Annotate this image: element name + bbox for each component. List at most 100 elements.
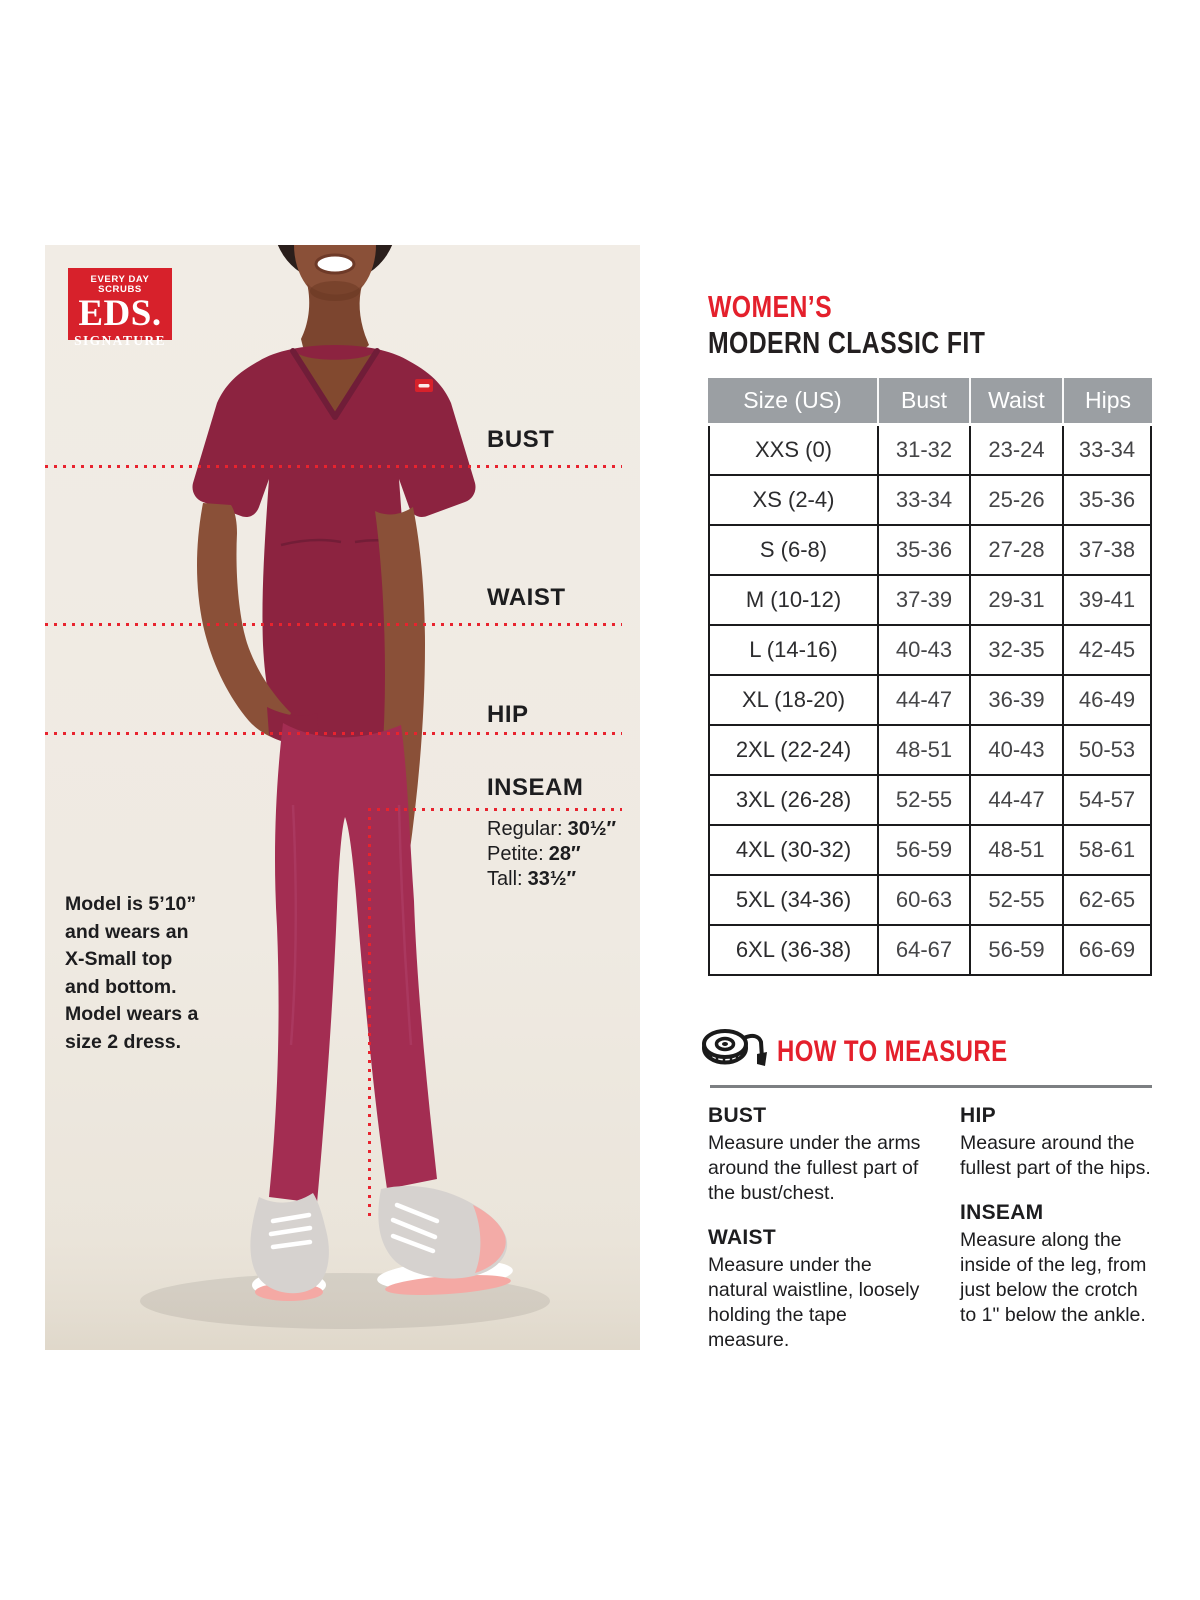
inseam-tall-label: Tall: — [487, 868, 523, 890]
cell: 27-28 — [969, 526, 1062, 574]
table-row: 4XL (30-32) 56-59 48-51 58-61 — [710, 826, 1150, 876]
sneakers — [250, 1185, 513, 1301]
size-table: Size (US) Bust Waist Hips XXS (0) 31-32 23… — [708, 378, 1152, 976]
section-divider — [710, 1085, 1152, 1088]
cell: 42-45 — [1062, 626, 1150, 674]
table-row: 6XL (36-38) 64-67 56-59 66-69 — [710, 926, 1150, 976]
cell: 33-34 — [877, 476, 969, 524]
cell: 56-59 — [969, 926, 1062, 974]
inseam-label: INSEAM — [487, 774, 584, 801]
cell: 52-55 — [969, 876, 1062, 924]
cell: 44-47 — [877, 676, 969, 724]
model-head — [277, 245, 393, 356]
cell: 52-55 — [877, 776, 969, 824]
inseam-regular-label: Regular: — [487, 818, 563, 840]
table-row: 3XL (26-28) 52-55 44-47 54-57 — [710, 776, 1150, 826]
model-illustration — [45, 245, 640, 1350]
cell: 35-36 — [1062, 476, 1150, 524]
model-smile — [314, 253, 356, 275]
inseam-tall-value: 33½″ — [527, 868, 577, 890]
hip-guide-line — [45, 732, 622, 735]
cell: 35-36 — [877, 526, 969, 574]
table-row: XS (2-4) 33-34 25-26 35-36 — [710, 476, 1150, 526]
inseam-regular: Regular: 30½″ — [487, 817, 616, 842]
inseam-guide-line — [368, 808, 622, 811]
cell: 3XL (26-28) — [735, 787, 852, 812]
scrub-pants — [269, 723, 437, 1203]
model-note: Model is 5’10” and wears an X-Small top … — [65, 893, 199, 1053]
inseam-vertical-guide-line — [368, 808, 371, 1216]
cell: 5XL (34-36) — [735, 887, 852, 912]
bust-guide-line — [45, 465, 622, 468]
table-row: XXS (0) 31-32 23-24 33-34 — [710, 426, 1150, 476]
chest-skin — [297, 353, 373, 415]
hip-label: HIP — [487, 701, 529, 728]
how-to-measure-title: HOW TO MEASURE — [777, 1035, 1008, 1068]
waist-guide-line — [45, 623, 622, 626]
measure-body: Measure along the inside of the leg, fro… — [960, 1229, 1147, 1326]
logo-signature: SIGNATURE — [74, 333, 166, 348]
logo-eds: EDS. — [78, 293, 162, 334]
cell: 29-31 — [969, 576, 1062, 624]
measure-section-inseam: INSEAM Measure along the inside of the l… — [960, 1201, 1156, 1328]
cell: 36-39 — [969, 676, 1062, 724]
model-neck — [301, 283, 369, 356]
cell: 6XL (36-38) — [735, 937, 852, 962]
cell: 58-61 — [1062, 826, 1150, 874]
cell: 37-38 — [1062, 526, 1150, 574]
measure-body: Measure under the arms around the fulles… — [708, 1132, 921, 1204]
measure-section-bust: BUST Measure under the arms around the f… — [708, 1104, 926, 1206]
cell: XS (2-4) — [752, 487, 835, 512]
measure-heading: BUST — [708, 1104, 767, 1127]
cell: XXS (0) — [754, 437, 833, 462]
header-size: Size (US) — [743, 387, 842, 413]
inseam-petite-label: Petite: — [487, 843, 544, 865]
measure-column-left: BUST Measure under the arms around the f… — [708, 1104, 926, 1373]
cell: 37-39 — [877, 576, 969, 624]
v-neck-trim — [290, 348, 380, 420]
cell: 31-32 — [877, 426, 969, 474]
cell: 44-47 — [969, 776, 1062, 824]
table-row: XL (18-20) 44-47 36-39 46-49 — [710, 676, 1150, 726]
measure-body: Measure under the natural waistline, loo… — [708, 1254, 920, 1351]
table-row: 5XL (34-36) 60-63 52-55 62-65 — [710, 876, 1150, 926]
logo-tagline: EVERY DAY SCRUBS — [90, 274, 150, 295]
cell: 23-24 — [969, 426, 1062, 474]
cell: 48-51 — [877, 726, 969, 774]
cell: 62-65 — [1062, 876, 1150, 924]
cell: 40-43 — [969, 726, 1062, 774]
floor — [45, 1205, 640, 1350]
cell: 46-49 — [1062, 676, 1150, 724]
cell: 66-69 — [1062, 926, 1150, 974]
header-waist: Waist — [969, 378, 1062, 423]
cell: 54-57 — [1062, 776, 1150, 824]
cell: 25-26 — [969, 476, 1062, 524]
cell: S (6-8) — [759, 537, 828, 562]
cell: 33-34 — [1062, 426, 1150, 474]
inseam-specs: Regular: 30½″ Petite: 28″ Tall: 33½″ — [487, 817, 616, 892]
inseam-petite: Petite: 28″ — [487, 842, 616, 867]
left-arm — [197, 503, 291, 740]
measure-section-hip: HIP Measure around the fullest part of t… — [960, 1104, 1156, 1181]
inseam-tall: Tall: 33½″ — [487, 867, 616, 892]
cell: 48-51 — [969, 826, 1062, 874]
cell: 4XL (30-32) — [735, 837, 852, 862]
pant-creases — [289, 804, 413, 1046]
cell: 64-67 — [877, 926, 969, 974]
model-photo: EVERY DAY SCRUBS EDS. SIGNATURE BUST WAI… — [45, 245, 640, 1350]
tape-measure-icon — [702, 1029, 767, 1066]
size-table-header: Size (US) Bust Waist Hips — [708, 378, 1152, 423]
cell: XL (18-20) — [741, 687, 846, 712]
table-row: M (10-12) 37-39 29-31 39-41 — [710, 576, 1150, 626]
page-title-line2: MODERN CLASSIC FIT — [708, 325, 986, 360]
table-row: S (6-8) 35-36 27-28 37-38 — [710, 526, 1150, 576]
size-table-body: XXS (0) 31-32 23-24 33-34 XS (2-4) 33-34 25-2… — [708, 426, 1152, 976]
inseam-petite-value: 28″ — [548, 843, 581, 865]
cell: L (14-16) — [749, 637, 838, 662]
waist-label: WAIST — [487, 584, 566, 611]
measure-heading: INSEAM — [960, 1201, 1044, 1224]
cell: 32-35 — [969, 626, 1062, 674]
header-bust: Bust — [877, 378, 969, 423]
measure-body: Measure around the fullest part of the h… — [960, 1132, 1151, 1179]
measure-section-waist: WAIST Measure under the natural waistlin… — [708, 1226, 926, 1353]
